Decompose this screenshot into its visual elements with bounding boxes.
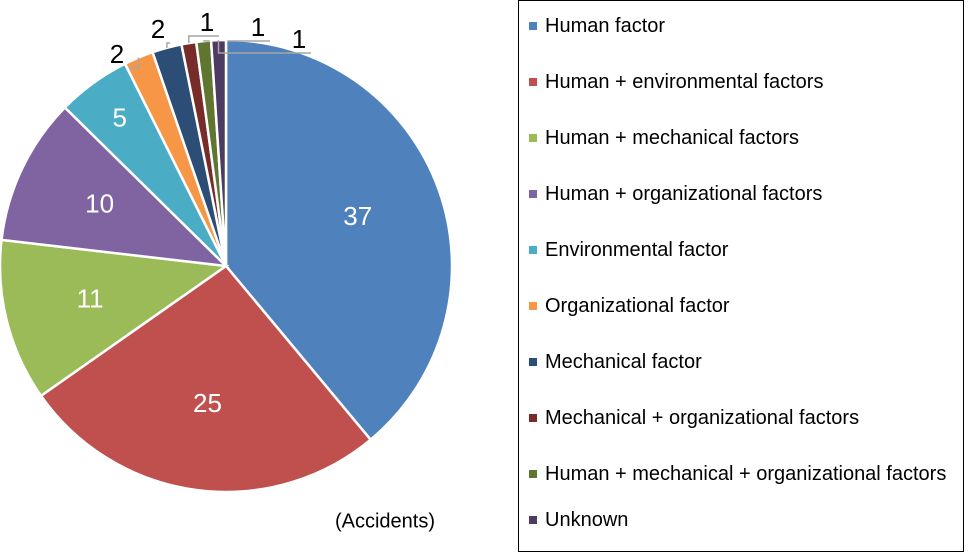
data-label: 2 (151, 14, 165, 44)
legend-swatch (529, 302, 537, 310)
legend-swatch (529, 246, 537, 254)
legend-swatch (529, 358, 537, 366)
data-label: 37 (343, 201, 372, 231)
legend-label: Human + mechanical + organizational fact… (545, 463, 947, 485)
legend-item: Human factor (529, 14, 949, 38)
legend-label: Unknown (545, 509, 629, 531)
leader-line (166, 42, 170, 48)
legend-swatch (529, 516, 537, 524)
data-label: 5 (112, 103, 126, 133)
data-label: 25 (193, 388, 222, 418)
legend-swatch (529, 470, 537, 478)
legend-label: Organizational factor (545, 295, 730, 317)
legend-swatch (529, 22, 537, 30)
legend-swatch (529, 134, 537, 142)
pie-slice (209, 38, 228, 267)
pie-slice (0, 105, 230, 268)
pie-slice (39, 264, 373, 494)
legend-label: Mechanical + organizational factors (545, 407, 860, 429)
leader-line (217, 40, 311, 54)
legend-item: Environmental factor (529, 238, 949, 262)
legend-label: Environmental factor (545, 239, 729, 261)
legend-item: Mechanical + organizational factors (529, 406, 949, 430)
legend-item: Organizational factor (529, 294, 949, 318)
legend-label: Human + organizational factors (545, 183, 823, 205)
legend-item: Human + mechanical + organizational fact… (529, 462, 949, 486)
legend-swatch (529, 414, 537, 422)
legend-item: Human + mechanical factors (529, 126, 949, 150)
legend-label: Human factor (545, 15, 666, 37)
legend-item: Human + organizational factors (529, 182, 949, 206)
leader-line (129, 57, 140, 69)
data-label: 1 (200, 7, 214, 37)
legend-item: Mechanical factor (529, 350, 949, 374)
data-label: 10 (85, 188, 114, 218)
legend-item: Human + environmental factors (529, 70, 949, 94)
legend-label: Human + mechanical factors (545, 127, 800, 149)
data-label: 1 (292, 24, 306, 54)
annotation: (Accidents) (335, 510, 435, 532)
data-label: 2 (110, 39, 124, 69)
leader-line (188, 35, 219, 44)
legend-swatch (529, 78, 537, 86)
legend-label: Human + environmental factors (545, 71, 824, 93)
legend-item: Unknown (529, 508, 949, 532)
pie-slice (0, 238, 230, 398)
legend-label: Mechanical factor (545, 351, 702, 373)
legend-swatch (529, 190, 537, 198)
legend: Human factor Human + environmental factor… (518, 0, 964, 552)
data-label: 11 (77, 283, 104, 313)
data-label: 1 (251, 12, 265, 42)
